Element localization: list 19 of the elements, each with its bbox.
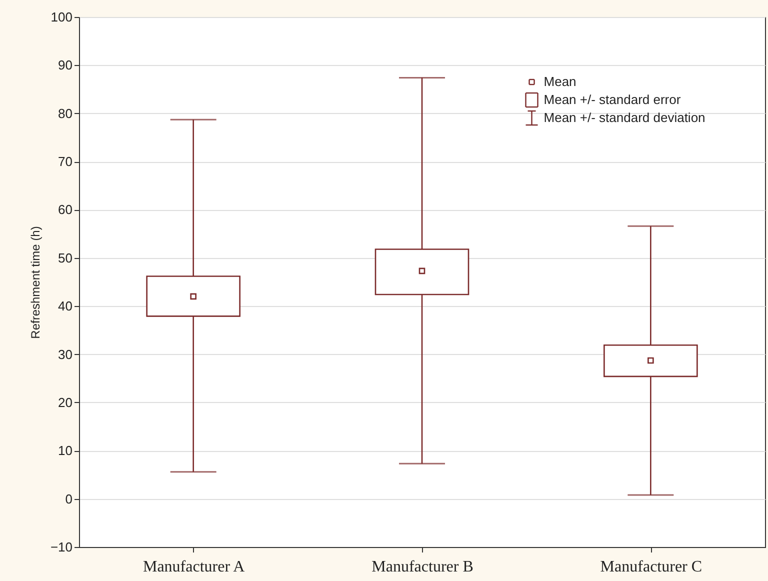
x-tick-label: Manufacturer B [372, 558, 474, 576]
y-tick-label: 60 [58, 202, 72, 218]
y-tick-label: 70 [58, 154, 72, 170]
y-tick-label: −10 [50, 540, 72, 554]
annotation: Mean +/- standard error [544, 92, 682, 107]
y-tick-label: 90 [58, 58, 72, 73]
y-tick-label: 10 [58, 443, 72, 458]
y-tick-label: 100 [50, 10, 72, 24]
x-tick-label: Manufacturer C [600, 558, 702, 576]
y-tick-label: 30 [58, 346, 72, 362]
annotation: Mean [544, 74, 576, 89]
y-tick-label: 50 [58, 250, 72, 266]
y-tick-label: 80 [58, 106, 72, 121]
y-tick-label: 20 [58, 394, 72, 410]
y-tick-label: 40 [58, 298, 72, 314]
y-axis-title: Refreshment time (h) [28, 226, 42, 339]
y-tick-label: 0 [65, 491, 72, 506]
annotation: Mean +/- standard deviation [544, 110, 706, 125]
x-tick-label: Manufacturer A [142, 558, 246, 576]
